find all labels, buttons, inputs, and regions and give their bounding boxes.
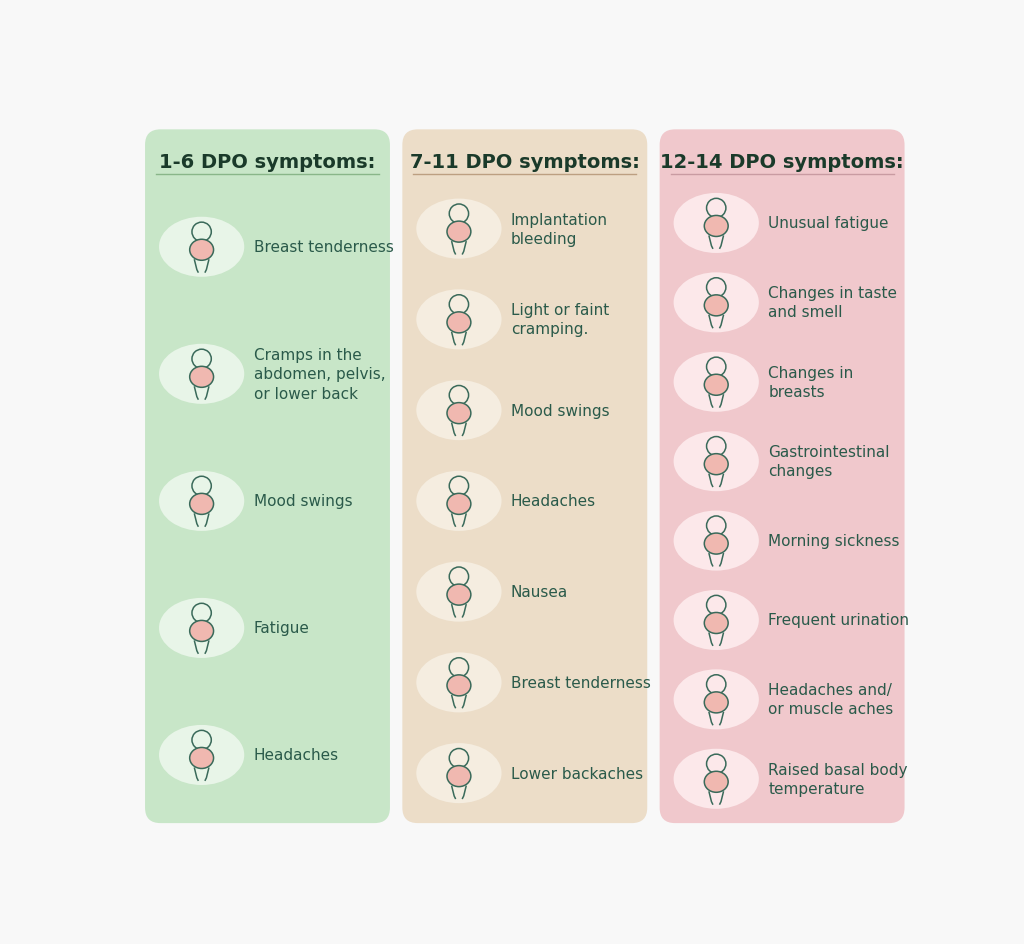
Ellipse shape — [159, 725, 245, 785]
Text: Gastrointestinal
changes: Gastrointestinal changes — [768, 445, 890, 479]
Text: Headaches: Headaches — [254, 748, 339, 763]
Text: Raised basal body
temperature: Raised basal body temperature — [768, 762, 907, 796]
Ellipse shape — [674, 590, 759, 650]
Text: Implantation
bleeding: Implantation bleeding — [511, 212, 608, 246]
Ellipse shape — [447, 222, 471, 243]
Text: Breast tenderness: Breast tenderness — [511, 675, 650, 690]
Text: Nausea: Nausea — [511, 584, 568, 599]
Text: Frequent urination: Frequent urination — [768, 613, 909, 628]
Ellipse shape — [705, 692, 728, 713]
Ellipse shape — [417, 652, 502, 713]
Ellipse shape — [189, 494, 214, 514]
Ellipse shape — [674, 511, 759, 571]
Text: Cramps in the
abdomen, pelvis,
or lower back: Cramps in the abdomen, pelvis, or lower … — [254, 347, 385, 401]
Ellipse shape — [447, 675, 471, 696]
Text: Changes in
breasts: Changes in breasts — [768, 365, 853, 399]
Ellipse shape — [447, 312, 471, 333]
Ellipse shape — [159, 217, 245, 278]
Ellipse shape — [189, 240, 214, 261]
Ellipse shape — [674, 194, 759, 254]
Text: Changes in taste
and smell: Changes in taste and smell — [768, 286, 897, 320]
Text: Headaches and/
or muscle aches: Headaches and/ or muscle aches — [768, 683, 893, 716]
Text: Morning sickness: Morning sickness — [768, 533, 900, 548]
Text: Lower backaches: Lower backaches — [511, 766, 643, 781]
Ellipse shape — [417, 562, 502, 622]
Ellipse shape — [189, 367, 214, 388]
Ellipse shape — [159, 345, 245, 404]
FancyBboxPatch shape — [659, 130, 904, 823]
Text: Breast tenderness: Breast tenderness — [254, 240, 393, 255]
Ellipse shape — [705, 771, 728, 792]
Ellipse shape — [189, 748, 214, 768]
Ellipse shape — [705, 454, 728, 475]
Ellipse shape — [705, 613, 728, 633]
Text: 12-14 DPO symptoms:: 12-14 DPO symptoms: — [660, 153, 904, 172]
FancyBboxPatch shape — [145, 130, 390, 823]
Text: 7-11 DPO symptoms:: 7-11 DPO symptoms: — [410, 153, 640, 172]
Ellipse shape — [674, 431, 759, 492]
Ellipse shape — [447, 584, 471, 605]
Ellipse shape — [674, 352, 759, 413]
Ellipse shape — [674, 273, 759, 333]
Ellipse shape — [417, 199, 502, 260]
Ellipse shape — [417, 380, 502, 441]
Ellipse shape — [674, 749, 759, 809]
Ellipse shape — [705, 216, 728, 237]
Ellipse shape — [417, 290, 502, 350]
Text: Mood swings: Mood swings — [254, 494, 352, 509]
Text: Mood swings: Mood swings — [511, 403, 609, 418]
Ellipse shape — [705, 295, 728, 316]
Ellipse shape — [705, 375, 728, 396]
Text: Fatigue: Fatigue — [254, 621, 309, 635]
Ellipse shape — [159, 598, 245, 658]
Ellipse shape — [674, 669, 759, 730]
Ellipse shape — [159, 471, 245, 531]
Ellipse shape — [417, 743, 502, 803]
Ellipse shape — [417, 471, 502, 531]
FancyBboxPatch shape — [402, 130, 647, 823]
Ellipse shape — [447, 403, 471, 424]
Text: 1-6 DPO symptoms:: 1-6 DPO symptoms: — [160, 153, 376, 172]
Ellipse shape — [705, 533, 728, 554]
Text: Unusual fatigue: Unusual fatigue — [768, 216, 889, 231]
Text: Headaches: Headaches — [511, 494, 596, 509]
Ellipse shape — [189, 621, 214, 642]
Text: Light or faint
cramping.: Light or faint cramping. — [511, 303, 609, 337]
Ellipse shape — [447, 494, 471, 514]
Ellipse shape — [447, 766, 471, 786]
